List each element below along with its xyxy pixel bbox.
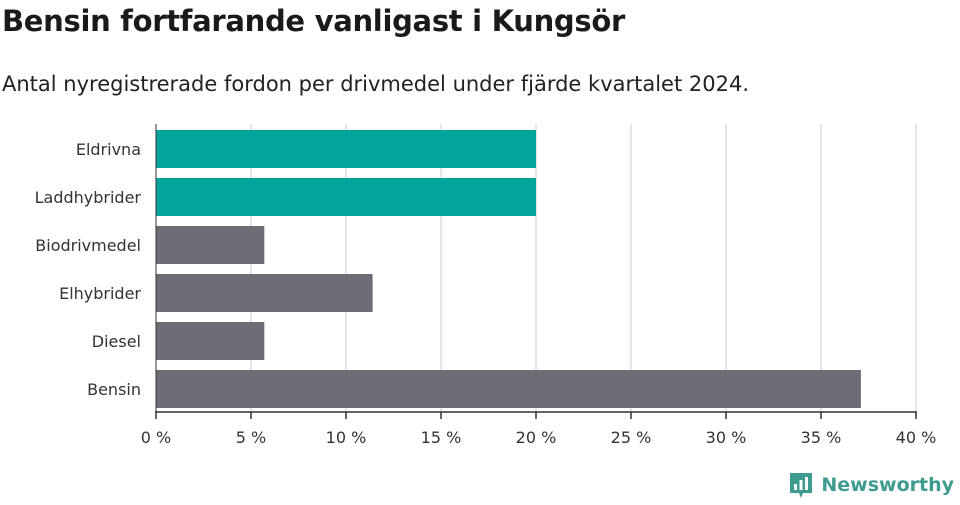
bar-elhybrider <box>156 274 373 312</box>
category-label: Eldrivna <box>76 140 141 159</box>
grid-lines <box>250 124 917 412</box>
chart-title: Bensin fortfarande vanligast i Kungsör <box>2 4 625 38</box>
brand-name: Newsworthy <box>821 474 954 496</box>
x-tick-label: 10 % <box>326 428 367 447</box>
x-tick-label: 20 % <box>516 428 557 447</box>
brand-logo: Newsworthy <box>788 471 954 499</box>
bar-laddhybrider <box>156 178 536 216</box>
x-tick-label: 40 % <box>896 428 937 447</box>
bar-diesel <box>156 322 265 360</box>
bar-bensin <box>156 370 861 408</box>
category-label: Diesel <box>92 332 141 351</box>
bars <box>156 130 861 408</box>
category-label: Elhybrider <box>59 284 141 303</box>
x-axis: 0 % 5 % 10 % 15 % 20 % 25 % 30 % 35 % 40 % <box>141 124 937 447</box>
category-label: Laddhybrider <box>35 188 142 207</box>
category-labels: Eldrivna Laddhybrider Biodrivmedel Elhybrid… <box>35 140 142 399</box>
x-tick-label: 30 % <box>706 428 747 447</box>
x-tick-label: 35 % <box>801 428 842 447</box>
x-tick-label: 0 % <box>141 428 171 447</box>
category-label: Biodrivmedel <box>35 236 141 255</box>
bar-biodrivmedel <box>156 226 265 264</box>
x-tick-label: 25 % <box>611 428 652 447</box>
chart-subtitle: Antal nyregistrerade fordon per drivmede… <box>2 72 750 96</box>
x-tick-label: 15 % <box>421 428 462 447</box>
bar-eldrivna <box>156 130 536 168</box>
category-label: Bensin <box>87 380 141 399</box>
x-tick-label: 5 % <box>236 428 266 447</box>
newsworthy-logo-icon <box>790 473 813 498</box>
